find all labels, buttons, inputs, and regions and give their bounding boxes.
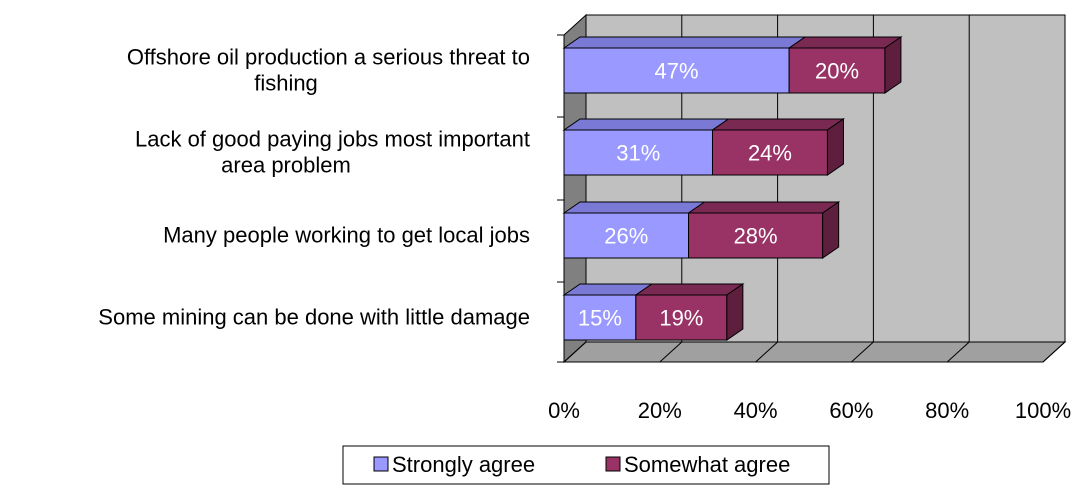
category-label: fishing	[254, 71, 318, 96]
bar-top	[710, 118, 846, 131]
gridline-floor	[1042, 341, 1066, 363]
bar-side	[826, 118, 844, 176]
category-label: area problem	[221, 153, 351, 178]
data-label: 24%	[748, 141, 792, 166]
category-labels: Offshore oil production a serious threat…	[98, 45, 530, 330]
x-tick-label: 100%	[1015, 398, 1071, 423]
bar	[563, 212, 690, 259]
x-tick-label: 0%	[548, 398, 580, 423]
bar-top	[562, 201, 707, 214]
bar	[563, 294, 637, 341]
gridline-floor	[659, 341, 683, 363]
bar-top	[634, 283, 745, 296]
category-label: Lack of good paying jobs most important	[135, 127, 530, 152]
x-axis-ticks: 0% 20% 40% 60% 80% 100%	[548, 398, 1071, 423]
data-label: 19%	[659, 306, 703, 331]
bar-side	[884, 36, 902, 94]
data-label: 15%	[578, 306, 622, 331]
category-label: Offshore oil production a serious threat…	[127, 45, 530, 70]
bar-side	[822, 201, 840, 259]
bar	[635, 294, 728, 341]
floor	[562, 341, 1067, 363]
bar-top	[787, 36, 903, 49]
legend-label: Somewhat agree	[624, 452, 790, 477]
category-label: Many people working to get local jobs	[163, 223, 530, 248]
legend-label: Strongly agree	[392, 452, 535, 477]
data-label: 28%	[734, 224, 778, 249]
bar	[563, 47, 790, 94]
gridline-floor	[946, 341, 970, 363]
bars: 47% 20% 31% 24% 26% 28% 15% 19%	[562, 36, 903, 341]
data-label: 31%	[616, 141, 660, 166]
bar-side	[726, 283, 744, 341]
data-label: 47%	[655, 59, 699, 84]
category-label: Some mining can be done with little dama…	[98, 305, 530, 330]
gridline-floor	[851, 341, 874, 363]
gridline-floor	[755, 341, 778, 363]
x-tick-label: 80%	[925, 398, 969, 423]
data-label: 20%	[815, 59, 859, 84]
data-label: 26%	[604, 224, 648, 249]
bar-top	[562, 118, 731, 131]
legend-swatch	[373, 456, 389, 472]
x-tick-label: 40%	[734, 398, 778, 423]
x-tick-label: 60%	[829, 398, 873, 423]
bar	[563, 129, 713, 176]
x-tick-label: 20%	[638, 398, 682, 423]
legend: Strongly agree Somewhat agree	[342, 445, 830, 485]
bar	[788, 47, 886, 94]
legend-box	[342, 445, 830, 485]
gridline-floor	[563, 341, 587, 363]
bar-top	[562, 36, 807, 49]
bar-top	[686, 201, 841, 214]
legend-swatch	[605, 456, 621, 472]
